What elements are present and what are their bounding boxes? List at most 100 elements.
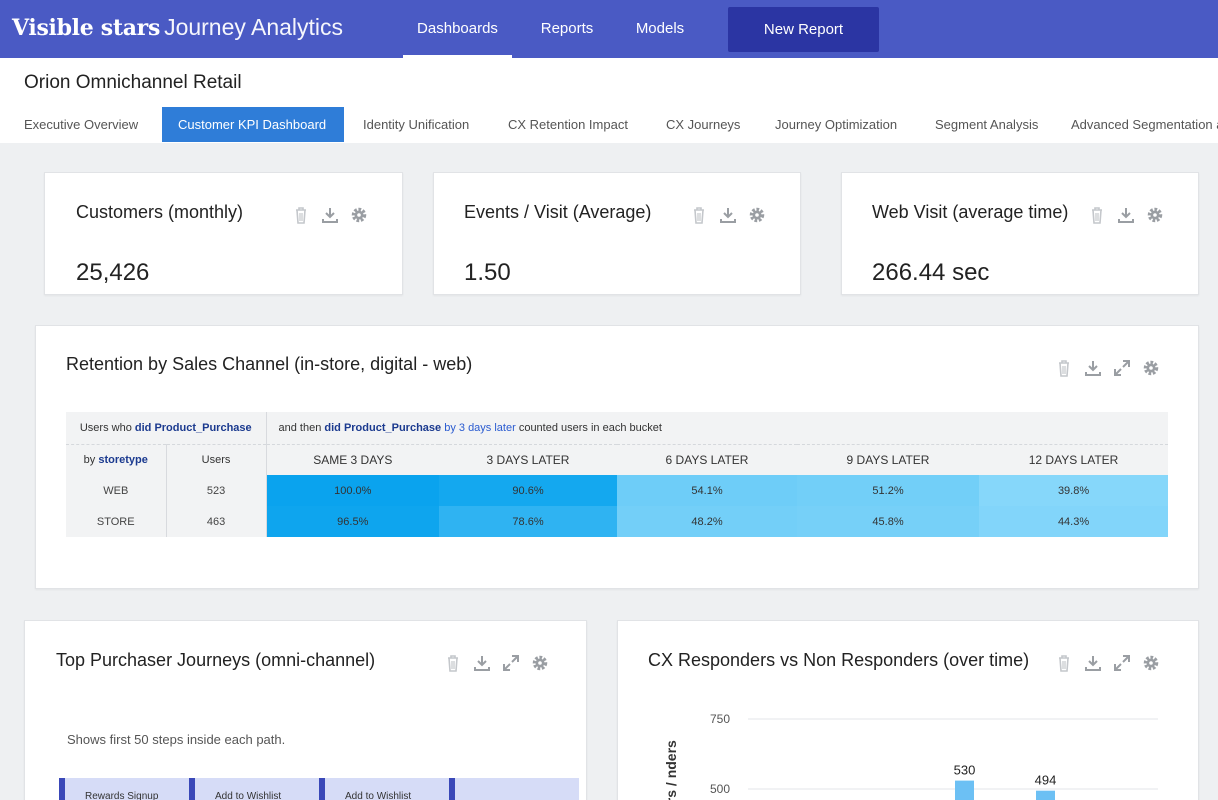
- responders-card: CX Responders vs Non Responders (over ti…: [617, 620, 1199, 800]
- kpi-value: 25,426: [76, 259, 150, 286]
- retention-cell: 54.1%: [617, 475, 798, 506]
- bucket-header: 6 DAYS LATER: [617, 443, 798, 475]
- download-icon[interactable]: [1116, 205, 1136, 225]
- journeys-title: Top Purchaser Journeys (omni-channel): [56, 650, 376, 670]
- tab-cx-journeys[interactable]: CX Journeys: [666, 117, 741, 132]
- gear-icon[interactable]: [530, 653, 550, 673]
- gear-icon[interactable]: [747, 205, 767, 225]
- nav-dashboards[interactable]: Dashboards: [403, 0, 512, 58]
- tab-identity-unification[interactable]: Identity Unification: [363, 117, 470, 132]
- kpi-card-customers: Customers (monthly) 25,426: [44, 172, 403, 295]
- dashboard-header: Orion Omnichannel Retail Executive Overv…: [0, 58, 1218, 143]
- retention-cell: 39.8%: [979, 475, 1169, 506]
- bucket-header: 12 DAYS LATER: [979, 443, 1169, 475]
- gear-icon[interactable]: [349, 205, 369, 225]
- trash-icon[interactable]: [1054, 653, 1074, 673]
- retention-header-left: Users who did Product_Purchase: [66, 412, 267, 444]
- journey-step[interactable]: Rewards Signup: [59, 778, 158, 800]
- journey-path[interactable]: Rewards Signup Add to Wishlist Add to Wi…: [59, 778, 579, 800]
- table-row: WEB 523 100.0% 90.6% 54.1% 51.2% 39.8%: [66, 475, 1169, 506]
- table-row: STORE 463 96.5% 78.6% 48.2% 45.8% 44.3%: [66, 506, 1169, 537]
- gear-icon[interactable]: [1141, 653, 1161, 673]
- bucket-header: 9 DAYS LATER: [797, 443, 980, 475]
- storetype-key: storetype: [98, 453, 148, 466]
- header-text: counted users in each bucket: [515, 421, 662, 434]
- responders-title: CX Responders vs Non Responders (over ti…: [648, 650, 1030, 670]
- y-tick-label: 750: [710, 712, 730, 726]
- by-label: by: [83, 453, 99, 466]
- bucket-header: SAME 3 DAYS: [266, 443, 440, 475]
- expand-icon[interactable]: [1112, 358, 1132, 378]
- kpi-value: 266.44 sec: [872, 259, 990, 286]
- gear-icon[interactable]: [1141, 358, 1161, 378]
- trash-icon[interactable]: [1054, 358, 1074, 378]
- gear-icon[interactable]: [1145, 205, 1165, 225]
- download-icon[interactable]: [1083, 358, 1103, 378]
- retention-title: Retention by Sales Channel (in-store, di…: [66, 354, 473, 374]
- trash-icon[interactable]: [689, 205, 709, 225]
- tab-executive-overview[interactable]: Executive Overview: [24, 117, 139, 132]
- retention-cell: 96.5%: [266, 506, 440, 537]
- trash-icon[interactable]: [443, 653, 463, 673]
- brand-product: Journey Analytics: [164, 14, 344, 40]
- journey-step[interactable]: [449, 778, 475, 800]
- kpi-card-web-visit-time: Web Visit (average time) 266.44 sec: [841, 172, 1199, 295]
- retention-header-right: and then did Product_Purchase by 3 days …: [266, 412, 1169, 444]
- chart-bar[interactable]: [1036, 790, 1055, 800]
- bar-data-label: 530: [954, 763, 976, 778]
- download-icon[interactable]: [472, 653, 492, 673]
- row-users: 523: [166, 475, 267, 506]
- retention-table: Users who did Product_Purchase and then …: [66, 412, 1169, 537]
- retention-cell: 44.3%: [979, 506, 1169, 537]
- tab-customer-kpi-dashboard[interactable]: Customer KPI Dashboard: [162, 107, 344, 142]
- tab-advanced-segmentation[interactable]: Advanced Segmentation a: [1071, 117, 1218, 132]
- project-title: Orion Omnichannel Retail: [24, 72, 242, 93]
- row-users: 463: [166, 506, 267, 537]
- expand-icon[interactable]: [501, 653, 521, 673]
- kpi-value: 1.50: [464, 259, 511, 286]
- tab-cx-retention-impact[interactable]: CX Retention Impact: [508, 117, 628, 132]
- chart-bar[interactable]: [955, 780, 974, 800]
- retention-cell: 78.6%: [439, 506, 618, 537]
- by-storetype-header: by storetype: [66, 443, 167, 475]
- retention-cell: 45.8%: [797, 506, 980, 537]
- journey-step[interactable]: Add to Wishlist: [319, 778, 411, 800]
- journey-step[interactable]: Add to Wishlist: [189, 778, 281, 800]
- retention-cell: 100.0%: [266, 475, 440, 506]
- journeys-card: Top Purchaser Journeys (omni-channel) Sh…: [24, 620, 587, 800]
- row-storetype: WEB: [66, 475, 167, 506]
- trash-icon[interactable]: [291, 205, 311, 225]
- download-icon[interactable]: [1083, 653, 1103, 673]
- tab-segment-analysis[interactable]: Segment Analysis: [935, 117, 1039, 132]
- brand-name: Visible stars: [12, 15, 161, 41]
- header-event: did Product_Purchase: [324, 421, 442, 434]
- retention-cell: 90.6%: [439, 475, 618, 506]
- bar-data-label: 494: [1035, 773, 1057, 788]
- header-text: and then: [278, 421, 325, 434]
- trash-icon[interactable]: [1087, 205, 1107, 225]
- brand-logo[interactable]: Visible stars Journey Analytics: [12, 14, 343, 41]
- download-icon[interactable]: [718, 205, 738, 225]
- download-icon[interactable]: [320, 205, 340, 225]
- responders-chart: ers / nders 750 500 530 494: [663, 712, 1158, 800]
- header-interval: by 3 days later: [444, 421, 516, 434]
- kpi-title: Web Visit (average time): [872, 202, 1069, 222]
- tab-journey-optimization[interactable]: Journey Optimization: [775, 117, 898, 132]
- nav-models[interactable]: Models: [635, 20, 685, 37]
- row-storetype: STORE: [66, 506, 167, 537]
- bucket-header: 3 DAYS LATER: [439, 443, 618, 475]
- y-axis-label: ers / nders: [663, 740, 679, 800]
- expand-icon[interactable]: [1112, 653, 1132, 673]
- new-report-button[interactable]: New Report: [728, 7, 879, 52]
- retention-cell: 51.2%: [797, 475, 980, 506]
- journeys-note: Shows first 50 steps inside each path.: [67, 732, 286, 747]
- users-header: Users: [166, 443, 267, 475]
- kpi-card-events-per-visit: Events / Visit (Average) 1.50: [433, 172, 801, 295]
- header-text: Users who: [79, 421, 135, 434]
- y-tick-label: 500: [710, 782, 730, 796]
- retention-card: Retention by Sales Channel (in-store, di…: [35, 325, 1199, 589]
- nav-reports[interactable]: Reports: [540, 20, 594, 37]
- header-event: did Product_Purchase: [134, 421, 252, 434]
- kpi-title: Customers (monthly): [76, 202, 244, 222]
- kpi-title: Events / Visit (Average): [464, 202, 652, 222]
